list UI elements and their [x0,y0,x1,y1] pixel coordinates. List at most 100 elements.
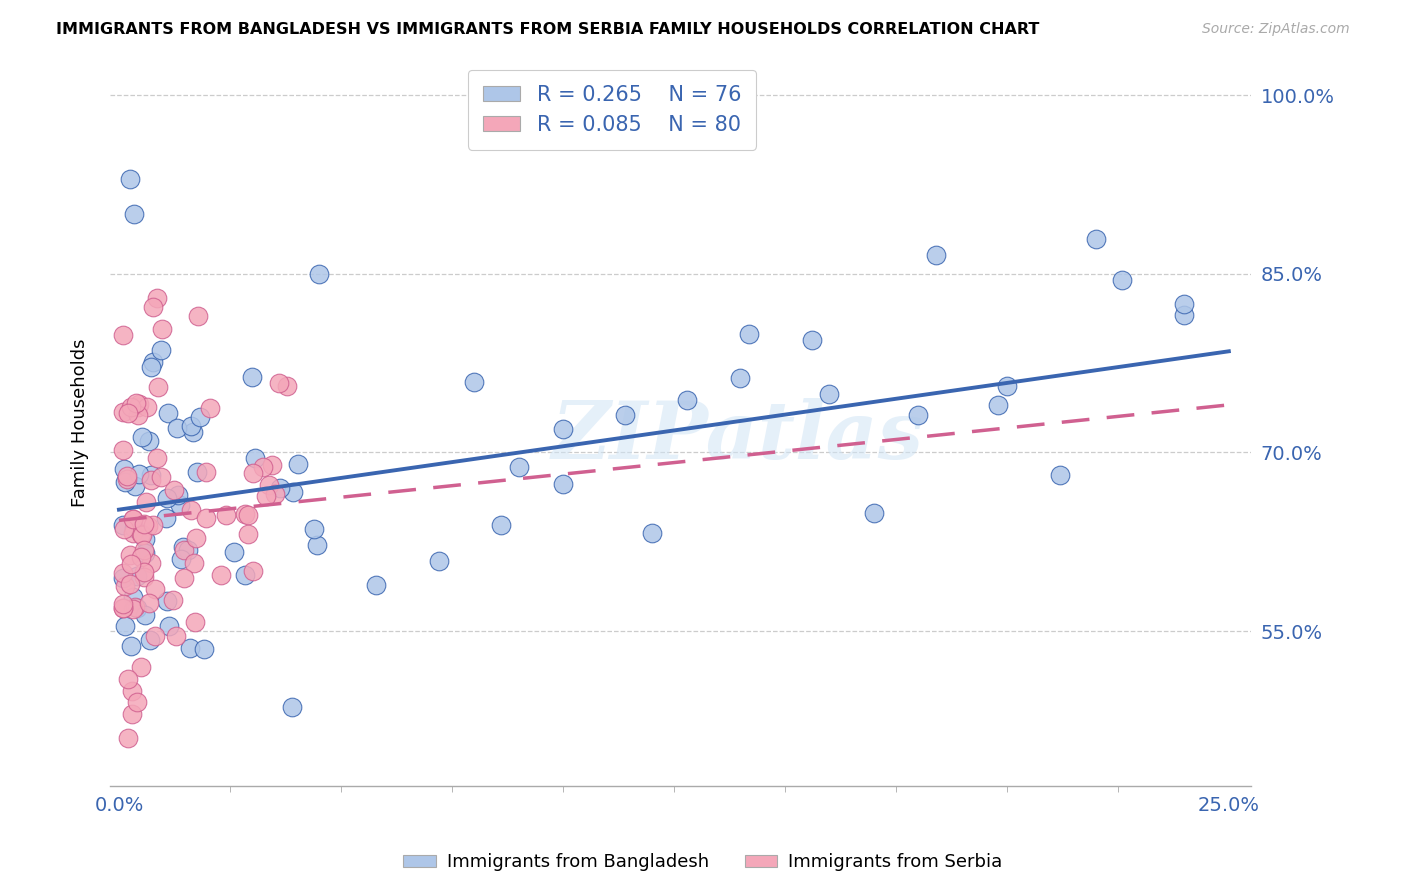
Point [170,551,193,566]
Point [132,566,155,580]
Point [925,248,948,262]
Point [304,522,326,536]
Point [112,521,135,535]
Point [209,567,232,582]
Point [236,527,259,541]
Point [131,430,153,444]
Point [180,418,202,433]
Point [122,526,145,541]
Point [165,628,187,642]
Point [463,376,485,390]
Point [122,601,145,615]
Point [135,495,157,509]
Point [124,521,146,535]
Point [156,491,179,506]
Point [143,582,166,597]
Point [128,397,150,411]
Point [308,267,330,281]
Point [136,519,159,533]
Point [128,467,150,481]
Point [1084,232,1107,246]
Point [112,571,135,585]
Point [139,473,162,487]
Point [163,483,186,497]
Point [121,512,143,526]
Point [131,528,153,542]
Point [995,378,1018,392]
Point [800,334,823,348]
Point [287,457,309,471]
Point [1049,467,1071,482]
Point [139,359,162,374]
Point [141,556,163,570]
Point [134,532,156,546]
Point [489,517,512,532]
Point [173,543,195,558]
Point [121,683,143,698]
Point [180,503,202,517]
Point [121,590,143,604]
Point [172,540,194,554]
Point [242,564,264,578]
Point [193,642,215,657]
Point [238,508,260,523]
Point [117,731,139,746]
Point [157,619,180,633]
Text: Source: ZipAtlas.com: Source: ZipAtlas.com [1202,22,1350,37]
Point [112,462,135,476]
Point [142,301,165,315]
Point [233,507,256,521]
Point [142,518,165,533]
Point [114,475,136,489]
Point [142,354,165,368]
Point [281,485,304,500]
Text: IMMIGRANTS FROM BANGLADESH VS IMMIGRANTS FROM SERBIA FAMILY HOUSEHOLDS CORRELATI: IMMIGRANTS FROM BANGLADESH VS IMMIGRANTS… [56,22,1039,37]
Point [676,392,699,407]
Point [194,465,217,479]
Point [254,489,277,503]
Point [264,487,287,501]
Point [1111,273,1133,287]
Point [138,632,160,647]
Point [120,400,142,414]
Point [112,601,135,615]
Point [155,510,177,524]
Point [149,343,172,358]
Point [129,526,152,541]
Point [730,371,752,385]
Point [305,538,328,552]
Point [134,545,156,559]
Y-axis label: Family Households: Family Households [72,338,89,507]
Point [112,405,135,419]
Point [118,549,141,563]
Point [738,327,761,342]
Point [125,396,148,410]
Point [427,554,450,568]
Legend: R = 0.265    N = 76, R = 0.085    N = 80: R = 0.265 N = 76, R = 0.085 N = 80 [468,70,756,150]
Point [145,291,167,305]
Point [124,599,146,614]
Legend: Immigrants from Bangladesh, Immigrants from Serbia: Immigrants from Bangladesh, Immigrants f… [396,847,1010,879]
Point [124,479,146,493]
Point [122,207,145,221]
Point [198,401,221,416]
Point [366,578,388,592]
Point [117,672,139,686]
Point [115,471,138,485]
Point [818,387,841,401]
Point [269,376,291,390]
Point [150,322,173,336]
Point [127,400,149,414]
Point [183,556,205,570]
Point [233,568,256,582]
Point [186,310,208,324]
Point [112,442,135,457]
Point [112,328,135,343]
Point [614,408,637,422]
Point [146,380,169,394]
Point [150,469,173,483]
Point [641,526,664,541]
Point [179,641,201,656]
Point [138,596,160,610]
Point [987,398,1010,412]
